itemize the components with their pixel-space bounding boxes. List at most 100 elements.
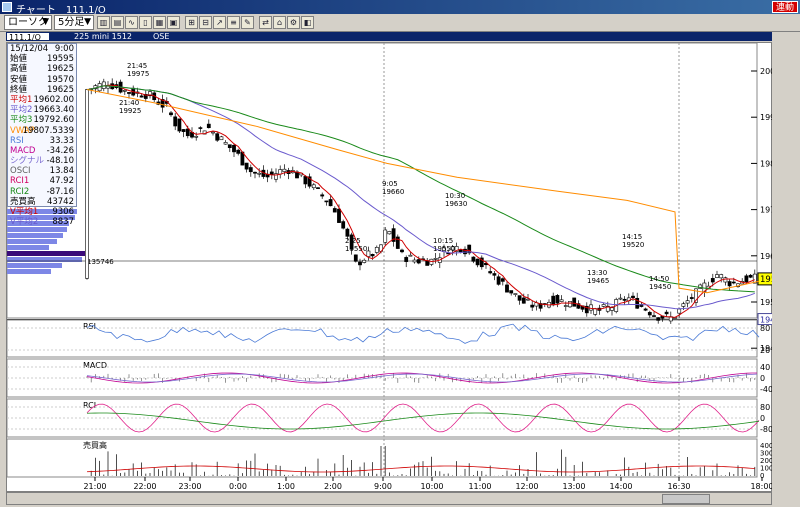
candle-body (370, 254, 375, 257)
candle-body (408, 254, 413, 257)
macd-tick-label: 0 (760, 374, 765, 383)
candle-body (488, 271, 493, 274)
rci-tick-label: 80 (760, 403, 770, 412)
chart-area[interactable]: RSIMACDRCI売買高200001990019800197001960019… (6, 42, 787, 493)
info-value: 47.92 (49, 176, 74, 187)
right-strip (772, 42, 800, 507)
candle-body (635, 297, 640, 309)
toolbar-tool2-button[interactable]: ⊞ (185, 16, 198, 29)
rsi-line (86, 323, 760, 344)
chart-canvas[interactable]: RSIMACDRCI売買高200001990019800197001960019… (6, 42, 787, 493)
time-label: 10:00 (420, 482, 443, 491)
price-annotation-time: 21:45 (127, 62, 147, 70)
volume-profile-peak-label: 135746 (87, 258, 114, 266)
macd-tick-label: -40 (760, 385, 773, 394)
scrollbar-thumb[interactable] (662, 494, 710, 504)
candle-body (479, 257, 484, 268)
toolbar-tool7-button[interactable]: ⌂ (273, 16, 286, 29)
candle-body (723, 277, 728, 283)
time-label: 14:00 (609, 482, 632, 491)
volume-profile-bar (7, 221, 69, 226)
info-row: 安値 19570 (8, 75, 76, 85)
toolbar-tool4-button[interactable]: ↗ (213, 16, 226, 29)
candle-body (177, 118, 182, 132)
time-label: 16:30 (667, 482, 690, 491)
candle-body (647, 312, 652, 316)
toolbar-tool1-button[interactable]: ▣ (167, 16, 180, 29)
candle-body (492, 273, 497, 276)
candle-body (324, 200, 329, 203)
info-row: 平均2 19663.40 (8, 105, 76, 115)
candle-body (601, 304, 606, 307)
toolbar-tool5-button[interactable]: ≡ (227, 16, 240, 29)
volume-tick-label: 0 (760, 472, 764, 480)
price-annotation-time: 14:50 (649, 275, 669, 283)
candle-body (610, 307, 614, 311)
info-value: 19625 (46, 84, 74, 95)
info-row: V平均1 9306 (8, 207, 76, 217)
symbol-code[interactable]: 111.1/O (6, 32, 50, 42)
toolbar-tool3-button[interactable]: ⊟ (199, 16, 212, 29)
info-value: 33.33 (49, 135, 74, 146)
info-row: シグナル -48.10 (8, 156, 76, 166)
price-annotation-value: 19550 (345, 245, 367, 253)
candle-body (643, 308, 648, 311)
price-annotation-time: 21:40 (119, 99, 139, 107)
candle-body (106, 86, 110, 89)
symbol-name: 225 mini 1512 (74, 32, 133, 41)
info-value: 19570 (46, 74, 74, 85)
link-badge[interactable]: 連動 (771, 1, 798, 13)
volume-profile-bar (7, 251, 85, 256)
volume-tick-label: 10000 (760, 465, 773, 473)
toolbar-tool6-button[interactable]: ⇄ (259, 16, 272, 29)
toolbar-hist-button[interactable]: ▥ (97, 16, 110, 29)
price-annotation-time: 14:15 (622, 233, 642, 241)
info-row: VWAP 19807.5339 (8, 126, 76, 136)
info-value: 19807.5339 (22, 125, 74, 136)
candle-body (85, 89, 89, 279)
rci-2-line (86, 412, 760, 430)
toolbar-line-button[interactable]: ∿ (125, 16, 138, 29)
candle-body (387, 231, 392, 235)
candle-body (282, 168, 287, 172)
candle-body (471, 256, 476, 262)
toolbar-pen-button[interactable]: ✎ (241, 16, 254, 29)
candle-body (505, 284, 509, 293)
volume-tick-label: 20000 (760, 457, 773, 465)
candle-body (345, 228, 350, 237)
candle-body (232, 144, 236, 153)
toolbar-grid-button[interactable]: ▦ (153, 16, 166, 29)
candle-body (269, 171, 274, 175)
chart-type-dropdown[interactable]: ローソク ▼ (4, 15, 52, 30)
time-label: 9:00 (374, 482, 392, 491)
time-label: 0:00 (229, 482, 247, 491)
interval-dropdown[interactable]: 5分足 ▼ (54, 15, 94, 30)
time-label: 12:00 (515, 482, 538, 491)
toolbar-bar-button[interactable]: ▤ (111, 16, 124, 29)
rci-tick-label: -80 (760, 425, 773, 434)
candle-body (433, 258, 438, 260)
candle-body (538, 303, 543, 309)
candle-body (181, 129, 186, 132)
info-time: 9:00 (54, 44, 74, 54)
candle-body (500, 278, 505, 282)
info-label: V平均2 (10, 217, 39, 228)
pane-title: RCI (83, 401, 96, 410)
toolbar-cand-button[interactable]: ▯ (139, 16, 152, 29)
price-annotation-value: 19925 (119, 107, 141, 115)
candle-body (727, 281, 732, 287)
candle-body (584, 305, 589, 314)
candle-body (681, 303, 686, 307)
toolbar-tool8-button[interactable]: ⚙ (287, 16, 300, 29)
candle-body (358, 261, 362, 266)
chevron-down-icon: ▼ (84, 17, 91, 27)
time-scrollbar[interactable] (6, 492, 772, 505)
toolbar-tool9-button[interactable]: ◧ (301, 16, 314, 29)
info-label: RCI1 (10, 176, 30, 187)
info-value: -48.10 (46, 156, 74, 167)
candle-body (206, 123, 211, 129)
info-value: 19625 (46, 64, 74, 75)
candle-body (509, 290, 514, 294)
candle-body (139, 95, 144, 98)
price-annotation-time: 9:05 (382, 180, 398, 188)
